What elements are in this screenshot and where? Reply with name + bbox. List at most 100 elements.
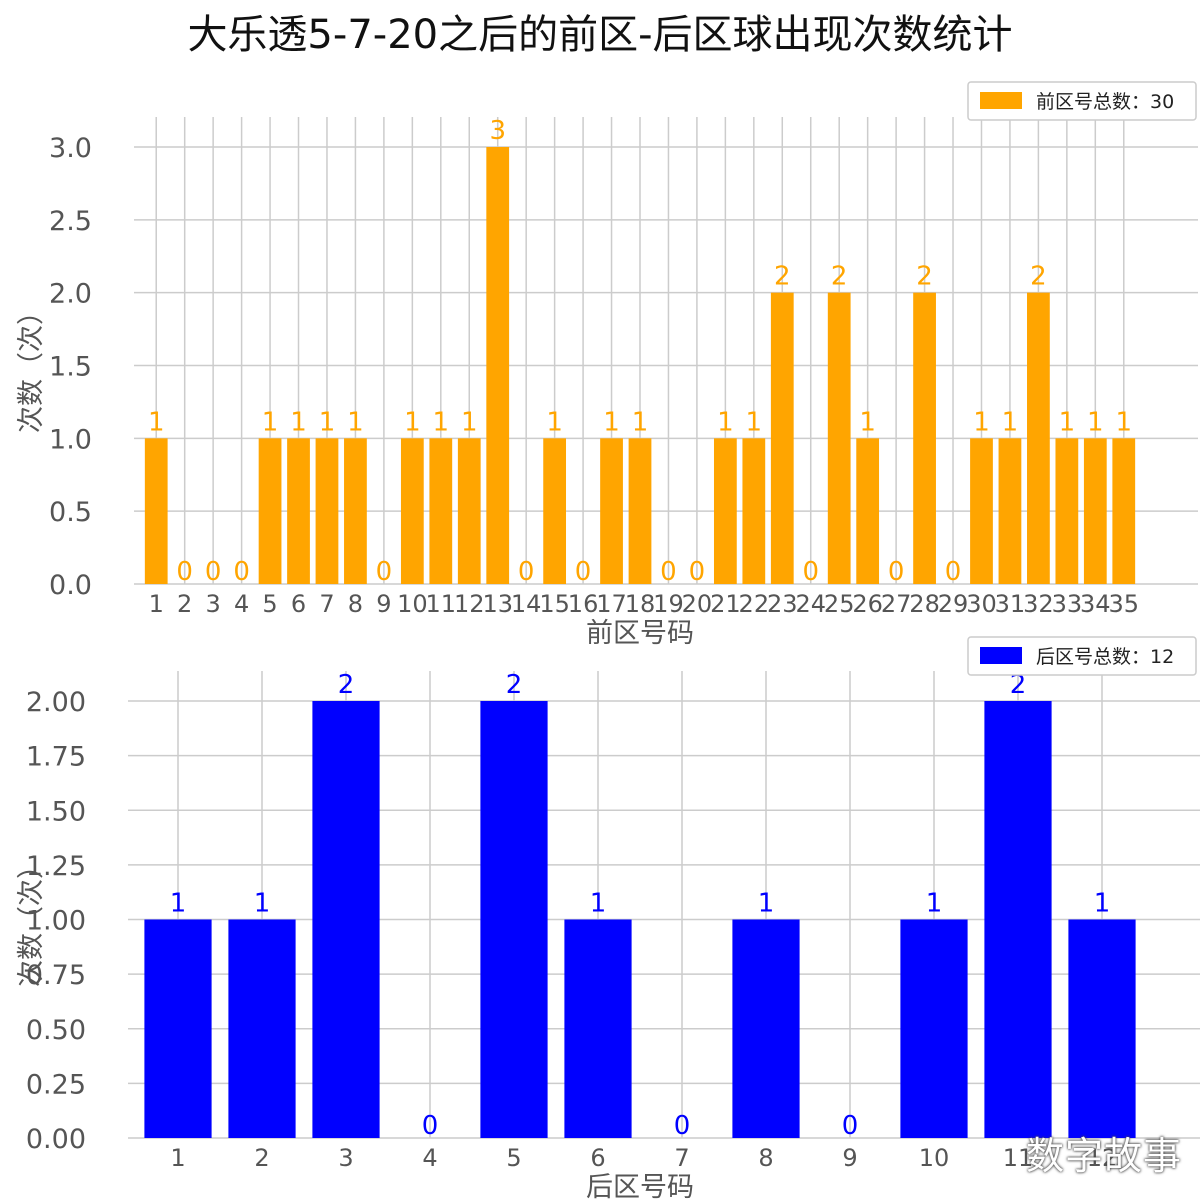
bar <box>913 292 936 584</box>
x-tick-label: 23 <box>767 590 798 618</box>
y-tick-label: 2.0 <box>49 279 92 310</box>
bar-value-label: 1 <box>1002 407 1019 437</box>
y-tick-label: 1.50 <box>26 796 86 827</box>
bar <box>429 438 453 584</box>
bar <box>486 147 510 584</box>
x-tick-label: 8 <box>758 1144 773 1172</box>
x-tick-label: 25 <box>824 590 855 618</box>
bar-value-label: 0 <box>518 557 535 587</box>
bar <box>732 919 800 1138</box>
bar-value-label: 0 <box>842 1111 859 1141</box>
bar-value-label: 0 <box>176 557 193 587</box>
y-tick-label: 0.50 <box>26 1015 86 1046</box>
bar <box>970 438 993 584</box>
bar <box>628 438 652 584</box>
x-tick-label: 11 <box>1003 1144 1034 1172</box>
bar-value-label: 1 <box>254 889 271 919</box>
bar <box>1027 292 1050 584</box>
x-tick-label: 24 <box>795 590 826 618</box>
bar-value-label: 2 <box>506 670 523 700</box>
x-tick-label: 6 <box>590 1144 605 1172</box>
bar-value-label: 1 <box>746 407 763 437</box>
x-tick-label: 26 <box>852 590 883 618</box>
bar <box>984 701 1052 1138</box>
bar-value-label: 1 <box>717 407 734 437</box>
bar <box>827 292 851 584</box>
bar-value-label: 1 <box>347 407 364 437</box>
x-tick-label: 17 <box>596 590 627 618</box>
back-zone-chart: 0.000.250.500.751.001.251.501.752.001112… <box>16 636 1200 1200</box>
y-tick-label: 2.5 <box>49 206 92 237</box>
bar-value-label: 0 <box>689 557 706 587</box>
legend-label: 后区号总数：12 <box>1036 646 1174 668</box>
x-tick-label: 14 <box>511 590 542 618</box>
x-tick-label: 29 <box>938 590 969 618</box>
bar-value-label: 1 <box>758 889 775 919</box>
bar-value-label: 1 <box>319 407 336 437</box>
bar-value-label: 0 <box>802 557 819 587</box>
x-axis-label: 后区号码 <box>586 1172 694 1200</box>
x-tick-label: 10 <box>919 1144 950 1172</box>
x-tick-label: 9 <box>842 1144 857 1172</box>
bar-value-label: 0 <box>888 557 905 587</box>
y-tick-label: 0.5 <box>49 497 92 528</box>
y-tick-label: 2.00 <box>26 687 86 718</box>
x-tick-label: 30 <box>966 590 997 618</box>
bar <box>600 438 623 584</box>
x-tick-label: 22 <box>739 590 770 618</box>
x-tick-label: 15 <box>539 590 570 618</box>
bar-value-label: 1 <box>973 407 990 437</box>
x-tick-label: 5 <box>506 1144 521 1172</box>
bar <box>742 438 766 584</box>
bar-value-label: 1 <box>1094 889 1111 919</box>
bar <box>564 919 632 1138</box>
bar-value-label: 2 <box>831 262 848 292</box>
bar-value-label: 0 <box>945 557 962 587</box>
bar-value-label: 0 <box>660 557 677 587</box>
x-tick-label: 13 <box>482 590 513 618</box>
bar <box>1083 438 1107 584</box>
bar <box>457 438 481 584</box>
bar-value-label: 1 <box>546 407 563 437</box>
x-tick-label: 33 <box>1052 590 1083 618</box>
x-tick-label: 16 <box>568 590 599 618</box>
legend-label: 前区号总数：30 <box>1036 91 1174 113</box>
x-tick-label: 2 <box>254 1144 269 1172</box>
x-tick-label: 6 <box>291 590 306 618</box>
x-tick-label: 21 <box>710 590 741 618</box>
x-tick-label: 28 <box>909 590 940 618</box>
y-tick-label: 1.75 <box>26 742 86 773</box>
bar-value-label: 2 <box>338 670 355 700</box>
x-tick-label: 18 <box>625 590 656 618</box>
x-tick-label: 1 <box>170 1144 185 1172</box>
watermark: 数字故事 <box>1025 1134 1182 1178</box>
bar <box>713 438 737 584</box>
y-tick-label: 3.0 <box>49 133 92 164</box>
x-tick-label: 32 <box>1023 590 1054 618</box>
bar <box>543 438 567 584</box>
y-tick-label: 1.0 <box>49 424 92 455</box>
front-zone-chart: 0.00.51.01.52.02.53.01102030415161718091… <box>16 81 1198 649</box>
legend-swatch <box>980 647 1022 664</box>
bar-value-label: 1 <box>148 407 165 437</box>
x-tick-label: 20 <box>682 590 713 618</box>
x-tick-label: 11 <box>426 590 457 618</box>
y-tick-label: 1.25 <box>26 851 86 882</box>
bar-value-label: 0 <box>575 557 592 587</box>
bar-value-label: 2 <box>916 262 933 292</box>
x-tick-label: 1 <box>149 590 164 618</box>
y-tick-label: 0.0 <box>49 570 92 601</box>
bar-value-label: 1 <box>170 889 187 919</box>
bar-value-label: 1 <box>1115 407 1132 437</box>
bar-value-label: 2 <box>774 262 791 292</box>
bar-value-label: 1 <box>404 407 421 437</box>
bar-value-label: 0 <box>205 557 222 587</box>
bar-value-label: 1 <box>1059 407 1076 437</box>
x-tick-label: 4 <box>234 590 249 618</box>
x-tick-label: 7 <box>319 590 334 618</box>
bar-value-label: 0 <box>233 557 250 587</box>
legend-box <box>967 636 1197 676</box>
bar <box>315 438 339 584</box>
x-tick-label: 4 <box>422 1144 437 1172</box>
